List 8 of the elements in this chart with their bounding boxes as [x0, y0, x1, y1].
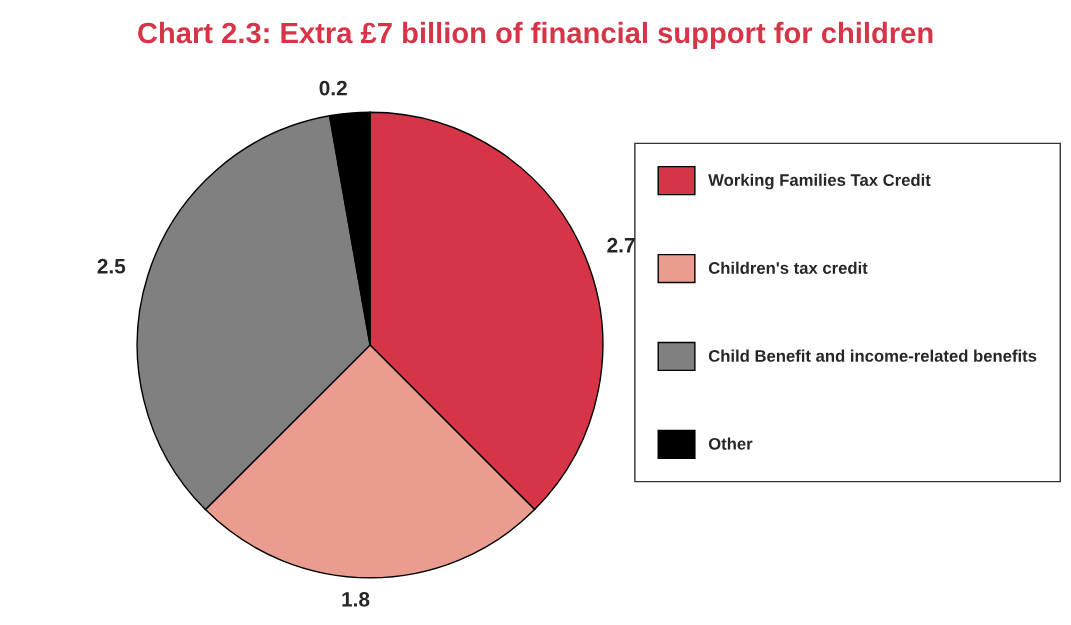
legend-label: Child Benefit and income-related benefits: [708, 349, 1037, 362]
data-label: 1.8: [342, 591, 370, 607]
legend-label: Other: [708, 437, 753, 450]
legend-label: Children's tax credit: [708, 261, 868, 274]
data-label: 0.2: [319, 80, 347, 96]
chart-title: Chart 2.3: Extra £7 billion of financial support for children: [138, 21, 933, 50]
legend-label: Working Families Tax Credit: [708, 173, 931, 190]
data-label: 2.5: [97, 258, 126, 274]
